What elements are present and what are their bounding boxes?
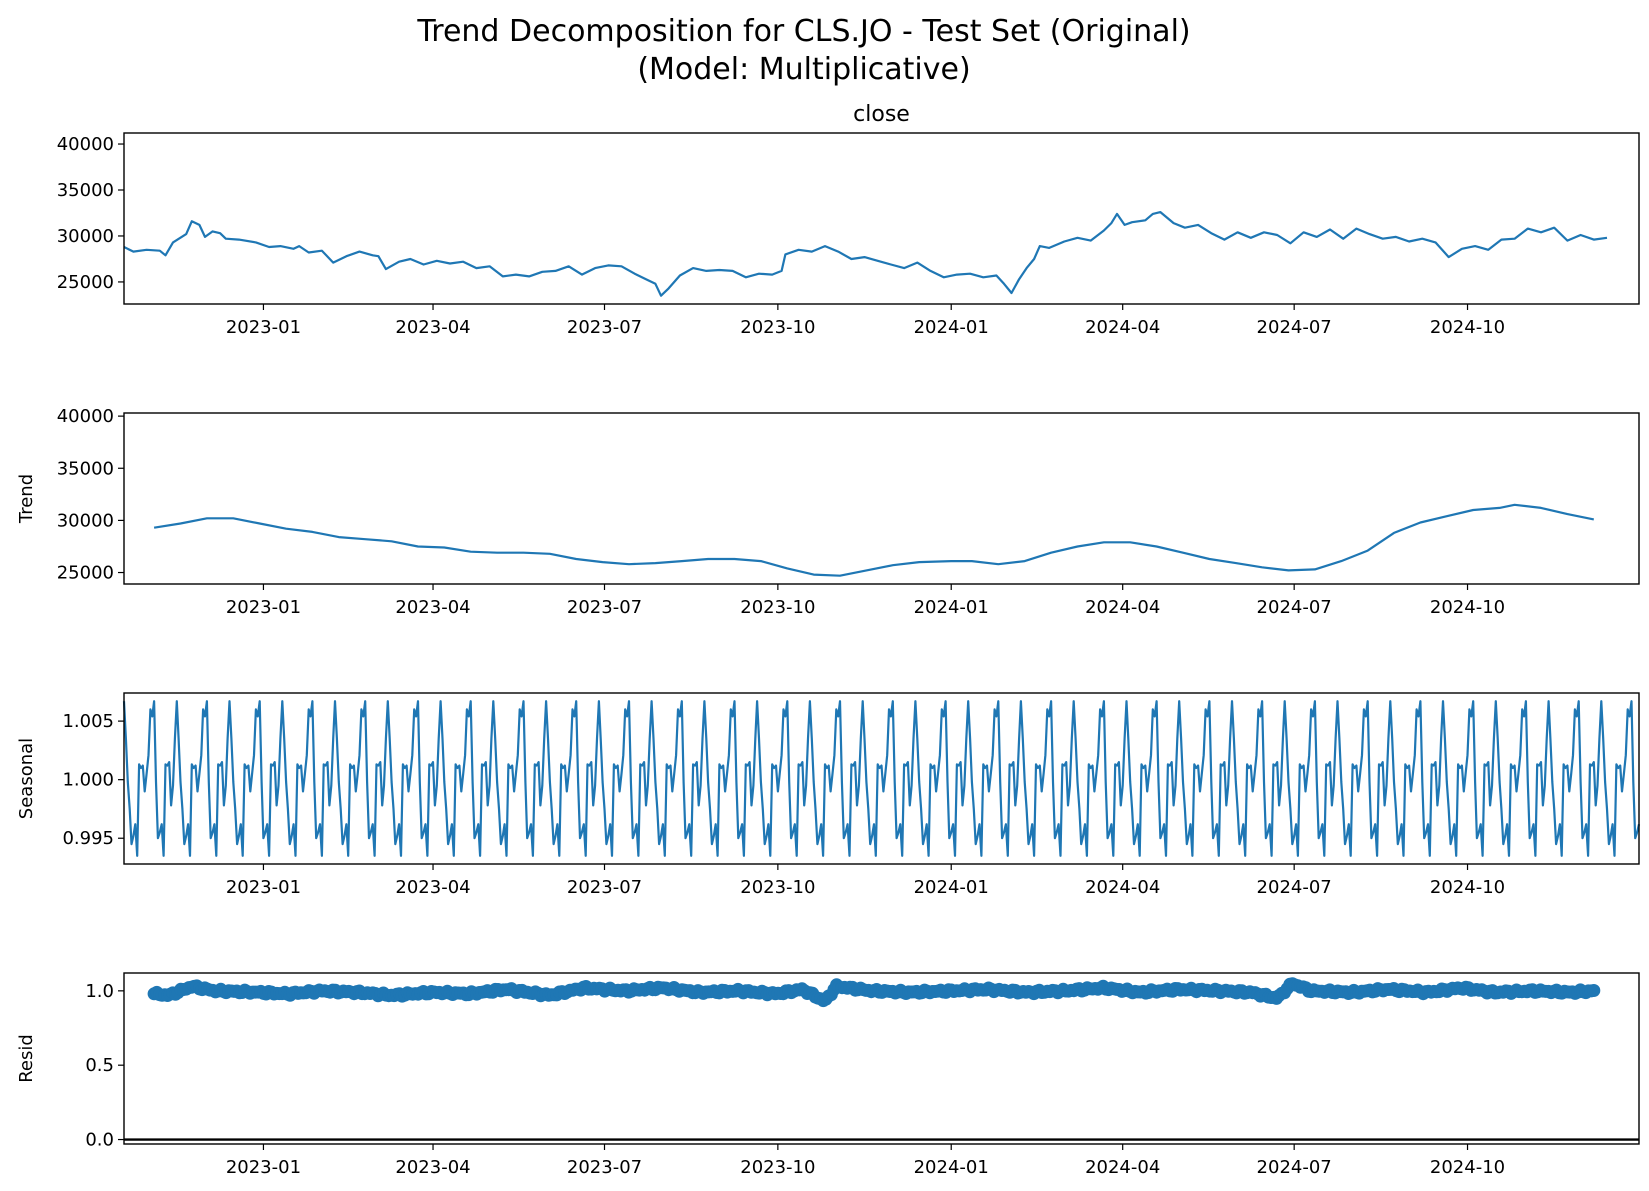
close-x-tick-label: 2023-10 [740,317,815,338]
resid-y-tick-label: 1.0 [85,981,114,1002]
trend-panel: Trend 25000 30000 35000 40000 2023-01 2023-04 2… [16,406,1640,618]
seasonal-y-tick-label: 1.000 [62,770,114,791]
close-panel-title: close [853,102,910,127]
resid-x-tick-label: 2023-01 [226,1157,301,1178]
trend-y-axis-label: Trend [16,474,37,524]
figure-title-line1: Trend Decomposition for CLS.JO - Test Se… [416,14,1190,49]
seasonal-y-axis-label: Seasonal [16,738,37,819]
seasonal-x-tick-label: 2023-07 [567,877,642,898]
seasonal-x-tick-label: 2024-10 [1430,877,1505,898]
trend-x-tick-label: 2024-07 [1257,597,1332,618]
trend-x-tick-label: 2023-01 [226,597,301,618]
resid-x-tick-label: 2023-10 [740,1157,815,1178]
trend-y-tick-label: 35000 [57,458,114,479]
resid-panel: Resid 0.0 0.5 1.0 2023-01 2023-04 2023-07 2023-… [16,972,1640,1178]
seasonal-x-tick-label: 2024-07 [1257,877,1332,898]
close-x-tick-label: 2023-07 [567,317,642,338]
trend-series-line [153,503,1595,577]
resid-y-axis-label: Resid [16,1034,37,1083]
close-axes-frame [123,132,1640,305]
resid-x-tick-label: 2023-04 [395,1157,470,1178]
trend-axes-frame [123,412,1640,585]
seasonal-axes-frame [123,692,1640,865]
trend-y-tick-label: 25000 [57,563,114,584]
close-x-tick-label: 2024-04 [1085,317,1160,338]
resid-point [1587,984,1601,997]
seasonal-y-tick-label: 0.995 [62,828,114,849]
resid-x-tick-label: 2024-01 [914,1157,989,1178]
close-y-tick-label: 40000 [57,134,114,155]
trend-x-tick-label: 2024-04 [1085,597,1160,618]
resid-x-tick-label: 2024-07 [1257,1157,1332,1178]
close-x-tick-label: 2024-07 [1257,317,1332,338]
trend-x-tick-label: 2023-10 [740,597,815,618]
resid-axes-frame [123,972,1640,1145]
close-x-tick-label: 2024-10 [1430,317,1505,338]
close-x-tick-label: 2024-01 [914,317,989,338]
seasonal-x-tick-label: 2023-10 [740,877,815,898]
seasonal-x-tick-label: 2024-01 [914,877,989,898]
trend-x-tick-label: 2023-04 [395,597,470,618]
close-x-tick-label: 2023-01 [226,317,301,338]
close-x-tick-label: 2023-04 [395,317,470,338]
close-series-line [123,211,1608,297]
resid-y-tick-label: 0.0 [85,1130,114,1151]
trend-y-tick-label: 40000 [57,406,114,427]
seasonal-x-tick-label: 2023-04 [395,877,470,898]
trend-x-tick-label: 2024-10 [1430,597,1505,618]
seasonal-y-tick-label: 1.005 [62,711,114,732]
seasonal-x-tick-label: 2023-01 [226,877,301,898]
resid-y-tick-label: 0.5 [85,1055,114,1076]
close-y-tick-label: 25000 [57,272,114,293]
trend-y-tick-label: 30000 [57,510,114,531]
resid-x-tick-label: 2024-10 [1430,1157,1505,1178]
close-y-tick-label: 30000 [57,226,114,247]
trend-x-tick-label: 2024-01 [914,597,989,618]
seasonal-x-tick-label: 2024-04 [1085,877,1160,898]
subplot-panels: close 25000 30000 35000 40000 2023-01 2023-04 2… [16,102,1641,1178]
resid-x-tick-label: 2023-07 [567,1157,642,1178]
figure-title-line2: (Model: Multiplicative) [637,52,970,87]
close-panel: close 25000 30000 35000 40000 2023-01 2023-04 2… [57,102,1640,338]
resid-x-tick-label: 2024-04 [1085,1157,1160,1178]
close-y-tick-label: 35000 [57,180,114,201]
trend-x-tick-label: 2023-07 [567,597,642,618]
seasonal-series-line [122,700,1641,857]
seasonal-panel: Seasonal 0.995 1.000 1.005 2023-01 2023-04 202… [16,692,1641,898]
